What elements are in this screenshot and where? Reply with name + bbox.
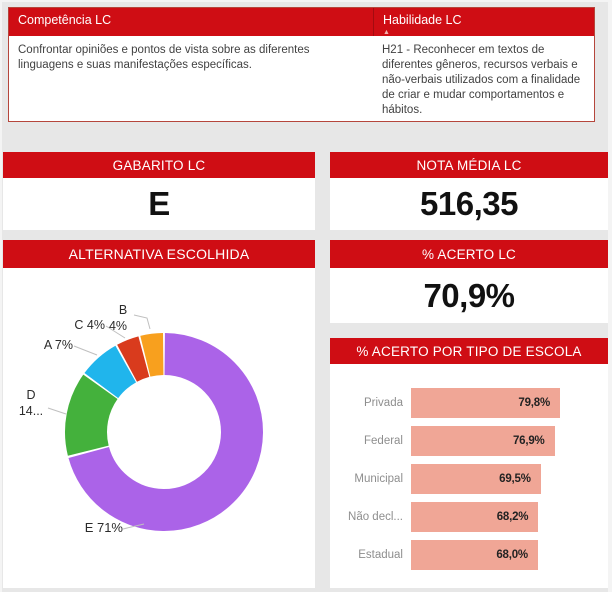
donut-label-a: A 7% — [43, 338, 73, 352]
bar-value-label: 68,2% — [496, 511, 529, 523]
nota-media-value: 516,35 — [420, 185, 518, 222]
competencia-habilidade-table: Competência LC Habilidade LC ▲ Confronta… — [8, 7, 595, 122]
donut-label-d-letter: D — [26, 388, 36, 402]
table-header-row: Competência LC Habilidade LC ▲ — [9, 8, 594, 36]
donut-label-b-percent: 4% — [108, 319, 128, 333]
donut-label-e: E 71% — [84, 520, 123, 535]
donut-label-c: C 4% — [74, 318, 105, 332]
bar-row-4: Não decl... 68,2% — [330, 502, 608, 532]
donut-chart: B 4% C 4% A 7% D 14... E 71% — [3, 268, 315, 588]
donut-slice-e[interactable] — [64, 332, 263, 531]
acerto-por-tipo-escola-title: % ACERTO POR TIPO DE ESCOLA — [330, 338, 608, 364]
bar-category-label: Não decl... — [348, 511, 403, 523]
bar-category-label: Privada — [364, 397, 403, 409]
bar-value-label: 76,9% — [512, 435, 545, 447]
acerto-lc-title: % ACERTO LC — [330, 240, 608, 268]
bar-n-o-decl-[interactable]: 68,2% — [411, 502, 539, 532]
nota-media-card: NOTA MÉDIA LC 516,35 — [330, 152, 608, 230]
gabarito-card-title: GABARITO LC — [3, 152, 315, 178]
alternativa-escolhida-card: ALTERNATIVA ESCOLHIDA B 4% C 4% A 7% D 1… — [3, 240, 315, 588]
donut-slice-a[interactable] — [55, 323, 273, 541]
gabarito-value: E — [148, 185, 170, 222]
bar-row-5: Estadual 68,0% — [330, 540, 608, 570]
competencia-cell: Confrontar opiniões e pontos de vista so… — [18, 44, 310, 71]
habilidade-cell: H21 - Reconhecer em textos de diferentes… — [382, 44, 581, 116]
page-edge — [608, 0, 612, 592]
nota-media-card-title: NOTA MÉDIA LC — [330, 152, 608, 178]
bar-value-label: 69,5% — [499, 473, 531, 485]
bar-value-label: 79,8% — [518, 397, 550, 409]
bar-municipal[interactable]: 69,5% — [411, 464, 541, 494]
bar-row-1: Privada 79,8% — [330, 388, 608, 418]
donut-slice-c[interactable] — [58, 326, 269, 537]
bar-estadual[interactable]: 68,0% — [411, 540, 538, 570]
bar-row-3: Municipal 69,5% — [330, 464, 608, 494]
bar-value-label: 68,0% — [496, 549, 528, 561]
bar-privada[interactable]: 79,8% — [411, 388, 560, 418]
table-row: Confrontar opiniões e pontos de vista so… — [9, 36, 594, 125]
sort-ascending-icon: ▲ — [383, 29, 390, 36]
column-header-habilidade-label: Habilidade LC — [383, 13, 462, 27]
school-bar-chart: Privada 79,8% Federal 76,9% Municipal 69,5% Nã… — [330, 364, 608, 588]
bar-category-label: Estadual — [358, 549, 403, 561]
donut-label-b-letter: B — [118, 303, 128, 317]
acerto-lc-value: 70,9% — [423, 276, 515, 314]
donut-label-d-percent: 14... — [18, 404, 44, 418]
bar-category-label: Municipal — [354, 473, 403, 485]
gabarito-card: GABARITO LC E — [3, 152, 315, 230]
alternativa-escolhida-title: ALTERNATIVA ESCOLHIDA — [3, 240, 315, 268]
bar-federal[interactable]: 76,9% — [411, 426, 555, 456]
bar-category-label: Federal — [364, 435, 403, 447]
acerto-por-tipo-escola-card: % ACERTO POR TIPO DE ESCOLA Privada 79,8%… — [330, 338, 608, 588]
acerto-lc-card: % ACERTO LC 70,9% — [330, 240, 608, 323]
donut-leader-lines — [47, 314, 151, 530]
column-header-competencia-label: Competência LC — [18, 13, 112, 27]
bar-row-2: Federal 76,9% — [330, 426, 608, 456]
column-header-habilidade[interactable]: Habilidade LC ▲ — [373, 8, 594, 36]
column-header-competencia[interactable]: Competência LC — [9, 8, 373, 36]
donut-chart-svg — [47, 314, 273, 541]
